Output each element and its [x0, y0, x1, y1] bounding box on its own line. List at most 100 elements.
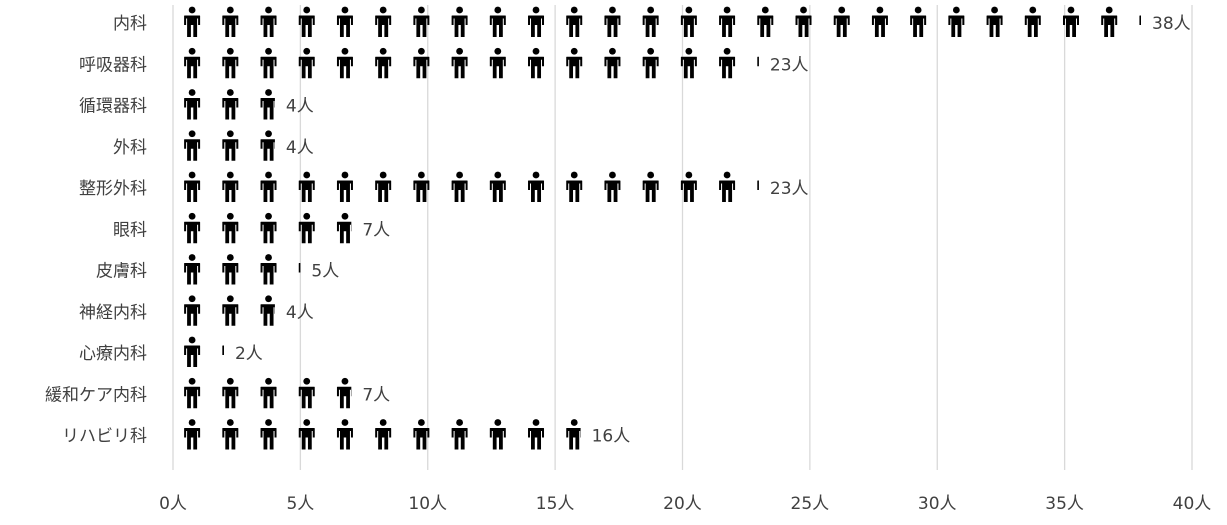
bar — [184, 6, 1142, 37]
person-icon — [222, 130, 239, 161]
person-icon — [336, 419, 353, 450]
person-icon — [528, 171, 545, 202]
person-icon — [566, 6, 583, 37]
bar — [184, 336, 224, 367]
person-icon — [260, 295, 275, 326]
person-icon — [222, 47, 239, 79]
data-label: 4人 — [286, 303, 314, 323]
person-icon — [298, 47, 315, 79]
person-icon — [986, 6, 1003, 37]
category-label: 心療内科 — [79, 344, 147, 364]
data-label: 4人 — [286, 97, 314, 117]
person-icon — [566, 47, 583, 79]
person-icon — [260, 212, 277, 244]
person-icon — [336, 47, 353, 79]
bars — [184, 6, 1142, 450]
category-label: 呼吸器科 — [79, 55, 147, 75]
x-tick-label: 25人 — [791, 494, 830, 514]
x-tick-label: 5人 — [286, 494, 314, 514]
person-icon — [298, 263, 301, 273]
person-icon — [260, 6, 277, 37]
person-icon — [642, 47, 659, 79]
person-icon — [298, 419, 315, 450]
value-labels: 38人 23人 4人 4人 23人 7人 5人 4人 2人 7人 16人 — [235, 14, 1191, 447]
person-icon — [298, 6, 315, 37]
person-icon — [260, 171, 277, 202]
bar — [184, 419, 581, 450]
x-tick-label: 35人 — [1045, 494, 1084, 514]
person-icon — [528, 6, 545, 37]
person-icon — [184, 254, 201, 285]
category-label: 皮膚科 — [96, 262, 147, 282]
person-icon — [680, 171, 697, 202]
bar — [184, 171, 759, 202]
data-label: 5人 — [311, 262, 339, 282]
bar — [184, 89, 275, 120]
x-tick-label: 15人 — [536, 494, 575, 514]
person-icon — [375, 6, 392, 37]
person-icon — [336, 6, 353, 37]
bar — [184, 254, 301, 285]
person-icon — [948, 6, 965, 37]
person-icon — [604, 47, 621, 79]
person-icon — [222, 89, 239, 120]
person-icon — [375, 47, 392, 79]
gridlines — [172, 5, 1193, 470]
person-icon — [222, 6, 239, 37]
person-icon — [528, 47, 545, 79]
person-icon — [871, 6, 888, 37]
person-icon — [336, 212, 352, 244]
person-icon — [1062, 6, 1079, 37]
person-icon — [184, 419, 201, 450]
x-tick-label: 10人 — [408, 494, 447, 514]
person-icon — [413, 171, 430, 202]
person-icon — [528, 419, 545, 450]
person-icon — [260, 254, 277, 285]
person-icon — [719, 47, 736, 79]
person-icon — [757, 180, 759, 190]
person-icon — [566, 171, 583, 202]
category-label: 内科 — [113, 14, 147, 34]
person-icon — [298, 171, 315, 202]
person-icon — [719, 171, 736, 202]
x-tick-label: 40人 — [1173, 494, 1212, 514]
person-icon — [1139, 15, 1142, 25]
person-icon — [451, 47, 468, 79]
bar — [184, 377, 352, 409]
person-icon — [413, 419, 430, 450]
person-icon — [375, 171, 392, 202]
data-label: 16人 — [592, 427, 631, 447]
person-icon — [184, 171, 201, 202]
person-icon — [184, 212, 201, 244]
person-icon — [413, 6, 430, 37]
person-icon — [489, 171, 506, 202]
bar — [184, 212, 352, 244]
bar — [184, 295, 275, 326]
person-icon — [1024, 6, 1041, 37]
person-icon — [222, 212, 239, 244]
category-label: 緩和ケア内科 — [45, 385, 147, 405]
category-label: 神経内科 — [79, 303, 147, 323]
person-icon — [680, 6, 697, 37]
person-icon — [1101, 6, 1118, 37]
person-icon — [375, 419, 392, 450]
person-icon — [757, 6, 774, 37]
person-icon — [489, 6, 506, 37]
person-icon — [413, 47, 430, 79]
person-icon — [336, 171, 353, 202]
person-icon — [604, 171, 621, 202]
person-icon — [184, 336, 201, 367]
data-label: 7人 — [362, 385, 390, 405]
person-icon — [451, 171, 468, 202]
person-icon — [260, 130, 275, 161]
bar — [184, 130, 275, 161]
person-icon — [451, 6, 468, 37]
person-icon — [184, 47, 201, 79]
bar — [184, 47, 759, 79]
person-icon — [184, 130, 201, 161]
person-icon — [604, 6, 621, 37]
data-label: 23人 — [770, 179, 809, 199]
